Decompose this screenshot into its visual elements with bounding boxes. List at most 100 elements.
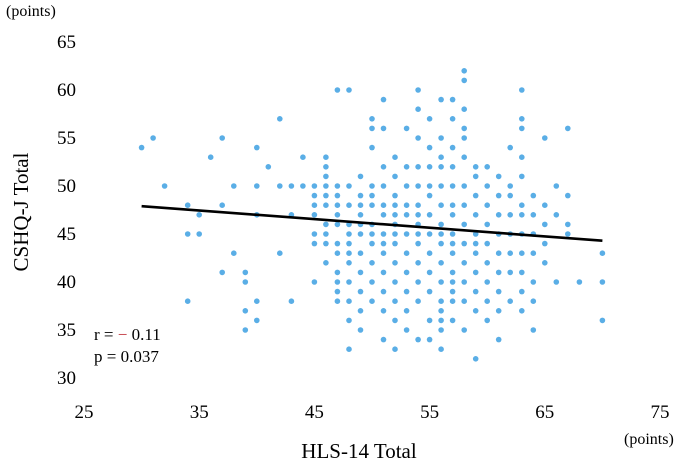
data-point	[369, 116, 375, 122]
data-point	[380, 231, 387, 237]
data-point	[161, 183, 168, 189]
data-point	[599, 250, 606, 256]
data-point	[403, 250, 410, 256]
data-point	[415, 298, 421, 305]
data-point	[519, 125, 525, 132]
data-point	[426, 164, 433, 170]
data-point	[484, 221, 491, 228]
data-point	[369, 240, 375, 247]
data-point	[484, 183, 491, 189]
data-point	[495, 308, 502, 314]
data-point	[519, 269, 525, 276]
data-point	[449, 212, 456, 218]
data-point	[426, 269, 433, 276]
y-tick-label: 55	[57, 128, 76, 149]
data-point	[288, 183, 295, 189]
data-point	[495, 336, 502, 343]
data-point	[426, 336, 433, 343]
data-point	[357, 173, 364, 180]
data-point	[150, 135, 156, 141]
data-point	[392, 279, 398, 285]
data-point	[415, 336, 421, 343]
data-point	[369, 192, 375, 199]
data-point	[346, 317, 352, 324]
data-point	[530, 192, 537, 199]
data-point	[288, 298, 295, 305]
data-point	[380, 202, 387, 208]
data-point	[438, 260, 444, 266]
data-point	[392, 240, 398, 247]
r-value: 0.11	[127, 325, 160, 344]
data-point	[277, 183, 283, 189]
data-point	[334, 250, 341, 256]
data-point	[449, 164, 456, 170]
data-point	[403, 269, 410, 276]
data-point	[484, 164, 491, 170]
data-point	[138, 144, 145, 151]
x-tick-label: 35	[190, 402, 209, 423]
data-point	[461, 221, 468, 228]
data-point	[415, 279, 421, 285]
data-point	[530, 298, 537, 305]
data-point	[311, 212, 318, 218]
data-point	[369, 202, 375, 208]
data-point	[438, 135, 444, 141]
data-point	[472, 269, 479, 276]
data-point	[357, 202, 364, 208]
data-point	[311, 183, 318, 189]
data-point	[461, 327, 468, 333]
data-point	[542, 240, 548, 247]
data-point	[219, 135, 225, 141]
data-point	[369, 125, 375, 132]
data-point	[380, 96, 387, 103]
data-point	[449, 202, 456, 208]
data-point	[357, 308, 364, 314]
data-point	[380, 164, 387, 170]
x-tick-label: 45	[305, 402, 324, 423]
data-point	[300, 183, 306, 189]
x-axis-unit: (points)	[624, 431, 674, 448]
data-point	[438, 202, 444, 208]
data-point	[461, 298, 468, 305]
data-point	[334, 269, 341, 276]
data-point	[438, 183, 444, 189]
data-point	[461, 125, 468, 132]
data-point	[369, 260, 375, 266]
data-point	[507, 183, 513, 189]
data-point	[334, 202, 341, 208]
data-point	[415, 202, 421, 208]
data-point	[438, 317, 444, 324]
data-points	[138, 68, 606, 362]
data-point	[403, 202, 410, 208]
data-point	[438, 164, 444, 170]
data-point	[495, 288, 502, 295]
data-point	[253, 298, 260, 305]
data-point	[449, 183, 456, 189]
data-point	[449, 240, 456, 247]
data-point	[334, 288, 341, 295]
data-point	[553, 183, 560, 189]
data-point	[472, 288, 479, 295]
data-point	[392, 202, 398, 208]
data-point	[242, 269, 249, 276]
data-point	[565, 192, 571, 199]
data-point	[369, 279, 375, 285]
data-point	[495, 250, 502, 256]
x-tick-label: 25	[75, 402, 94, 423]
data-point	[519, 288, 525, 295]
data-point	[334, 240, 341, 247]
data-point	[449, 231, 456, 237]
data-point	[449, 269, 456, 276]
data-point	[519, 154, 525, 160]
data-point	[415, 164, 421, 170]
data-point	[196, 212, 202, 218]
data-point	[323, 183, 329, 189]
data-point	[346, 346, 352, 353]
y-tick-label: 50	[57, 176, 76, 197]
data-point	[449, 96, 456, 103]
data-point	[565, 231, 571, 237]
y-tick-label: 30	[57, 368, 76, 389]
data-point	[438, 240, 444, 247]
data-point	[461, 77, 468, 84]
